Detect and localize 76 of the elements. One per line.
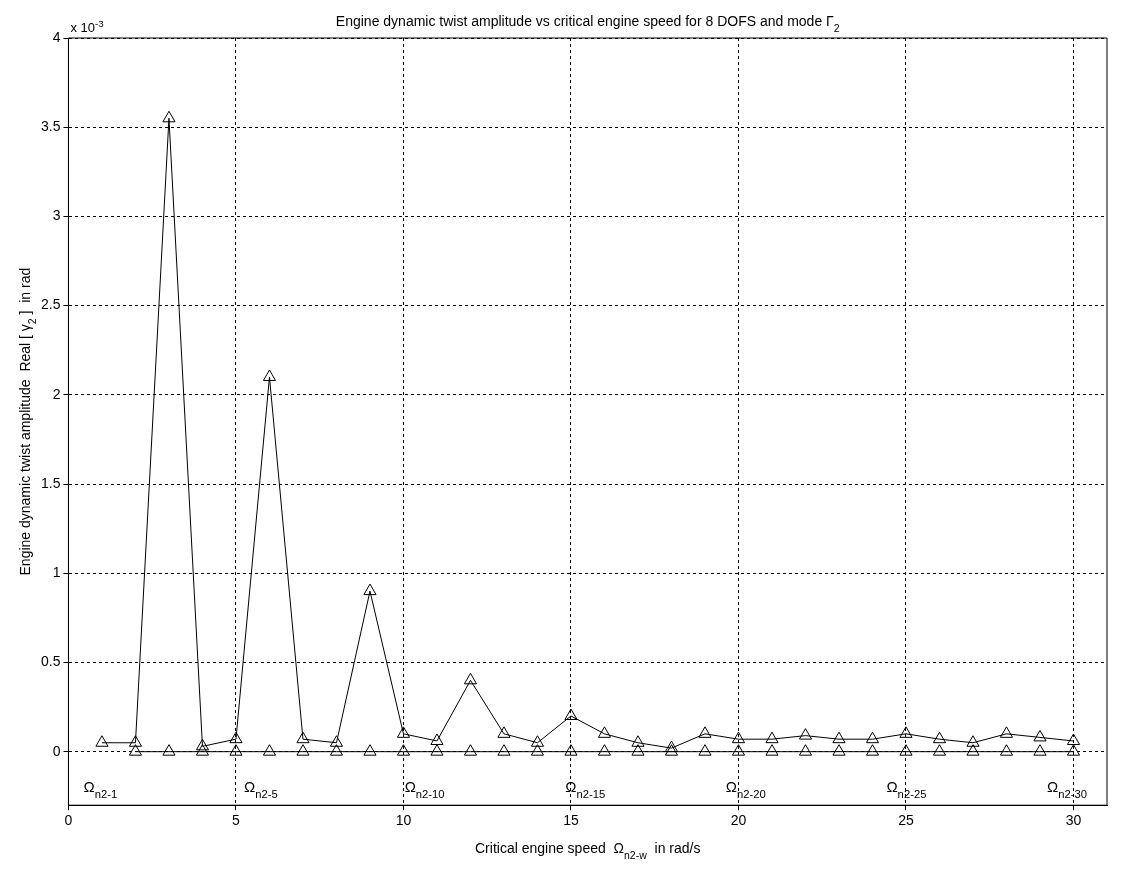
point (195, 738, 210, 751)
x-tick-label: 0 (64, 812, 73, 829)
x-tick-label: 20 (730, 812, 747, 829)
point (932, 731, 947, 744)
point (631, 744, 645, 756)
point (1066, 733, 1081, 745)
point (430, 733, 444, 745)
point (262, 369, 277, 381)
point (463, 672, 478, 685)
y-tick-label: 4 (52, 28, 61, 45)
point (195, 744, 210, 756)
point (530, 735, 545, 747)
point (296, 731, 310, 744)
point (363, 583, 377, 596)
y-tick-label: 0.5 (40, 653, 61, 670)
point (530, 744, 545, 756)
point (95, 735, 109, 747)
y-axis-title: Engine dynamic twist amplitude Real [ γ2 ] in rad (17, 267, 38, 576)
point (430, 744, 444, 756)
point (564, 744, 578, 756)
point (597, 726, 612, 738)
point (597, 744, 612, 756)
point (128, 744, 143, 756)
x-tick-label: 15 (563, 812, 579, 829)
point (262, 744, 277, 756)
point (899, 744, 913, 756)
point (162, 110, 176, 123)
point (865, 731, 880, 744)
point (463, 744, 478, 756)
point (966, 735, 980, 747)
point (564, 708, 578, 720)
point (865, 744, 880, 756)
point (1033, 744, 1047, 756)
point (631, 735, 645, 747)
x-tick-label: 5 (232, 812, 241, 829)
point (229, 731, 243, 744)
y-tick-label: 1.5 (40, 474, 61, 491)
point (396, 744, 411, 756)
point (999, 726, 1014, 738)
point (731, 731, 746, 744)
point (162, 744, 176, 756)
point (731, 744, 746, 756)
point (1066, 744, 1081, 756)
y-tick-label: 3 (52, 207, 61, 224)
point (1033, 729, 1047, 742)
point (832, 744, 846, 756)
point (798, 728, 813, 740)
point (128, 735, 143, 747)
point (329, 744, 344, 756)
point (664, 744, 679, 756)
y-tick-label: 1 (52, 564, 61, 581)
point (497, 744, 511, 756)
point (765, 731, 779, 744)
point (698, 744, 712, 756)
y-tick-label: 2 (52, 385, 61, 402)
point (832, 731, 846, 744)
point (932, 744, 947, 756)
point (664, 740, 679, 753)
point (296, 744, 310, 756)
x-tick-label: 30 (1065, 812, 1082, 829)
point (363, 744, 377, 756)
y-tick-label: 0 (52, 742, 61, 759)
y-tick-label: 2.5 (40, 296, 61, 313)
point (396, 726, 411, 738)
point (229, 744, 243, 756)
point (966, 744, 980, 756)
point (698, 726, 712, 738)
point (798, 744, 813, 756)
y-tick-label: 3.5 (40, 118, 61, 135)
x-tick-label: 10 (395, 812, 412, 829)
x-tick-label: 25 (898, 812, 914, 829)
point (329, 735, 344, 747)
point (999, 744, 1014, 756)
point (765, 744, 779, 756)
point (497, 726, 511, 738)
point (899, 726, 913, 738)
